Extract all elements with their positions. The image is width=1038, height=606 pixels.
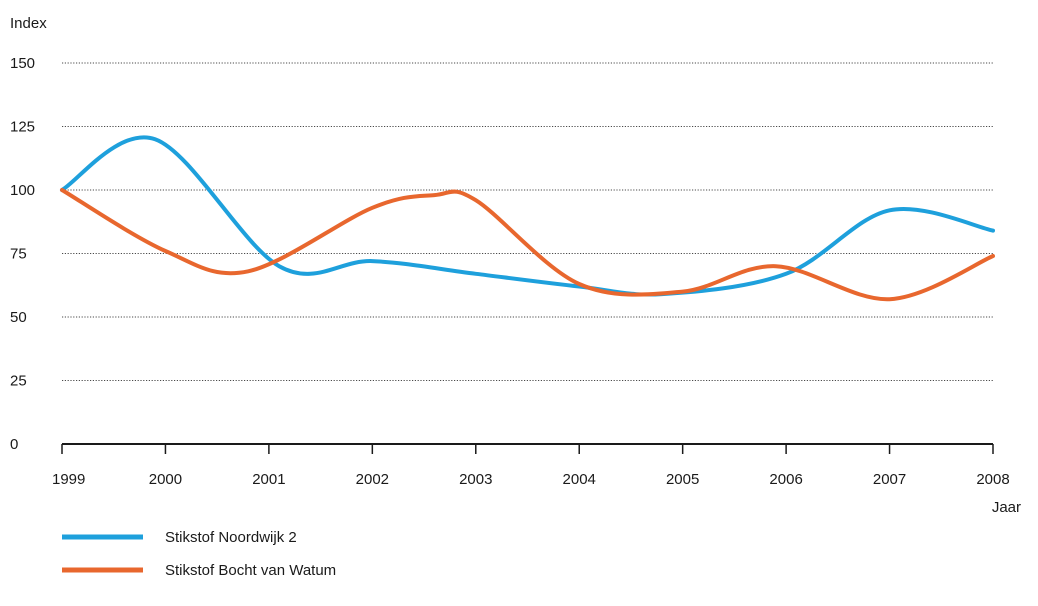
x-tick-label: 2003 — [459, 471, 492, 488]
x-tick-label: 1999 — [52, 471, 85, 488]
y-axis-title: Index — [10, 15, 47, 32]
legend-label: Stikstof Noordwijk 2 — [165, 529, 297, 546]
x-tick-label: 2004 — [563, 471, 596, 488]
x-tick-label: 2001 — [252, 471, 285, 488]
legend: Stikstof Noordwijk 2 Stikstof Bocht van W… — [62, 529, 336, 579]
y-tick-label: 100 — [10, 182, 35, 199]
series-lines — [60, 135, 995, 302]
y-axis-ticks: 0 25 50 75 100 125 150 — [10, 55, 35, 453]
y-tick-label: 150 — [10, 55, 35, 72]
x-tick-label: 2008 — [976, 471, 1009, 488]
x-tick-label: 2000 — [149, 471, 182, 488]
x-tick-label: 2002 — [356, 471, 389, 488]
y-tick-label: 125 — [10, 119, 35, 136]
x-tick-label: 2006 — [769, 471, 802, 488]
y-tick-label: 75 — [10, 246, 27, 263]
x-tick-label: 2005 — [666, 471, 699, 488]
x-axis-ticks: 1999 2000 2001 2002 2003 2004 2005 2006 2007 2008 — [52, 444, 1010, 488]
x-axis-title: Jaar — [992, 499, 1021, 516]
series-line-stikstof-bocht-van-watum — [60, 188, 995, 302]
gridlines — [62, 62, 993, 381]
y-tick-label: 50 — [10, 309, 27, 326]
x-tick-label: 2007 — [873, 471, 906, 488]
y-tick-label: 25 — [10, 373, 27, 390]
legend-label: Stikstof Bocht van Watum — [165, 562, 336, 579]
series-line-stikstof-noordwijk-2 — [60, 135, 995, 297]
y-tick-label: 0 — [10, 436, 18, 453]
